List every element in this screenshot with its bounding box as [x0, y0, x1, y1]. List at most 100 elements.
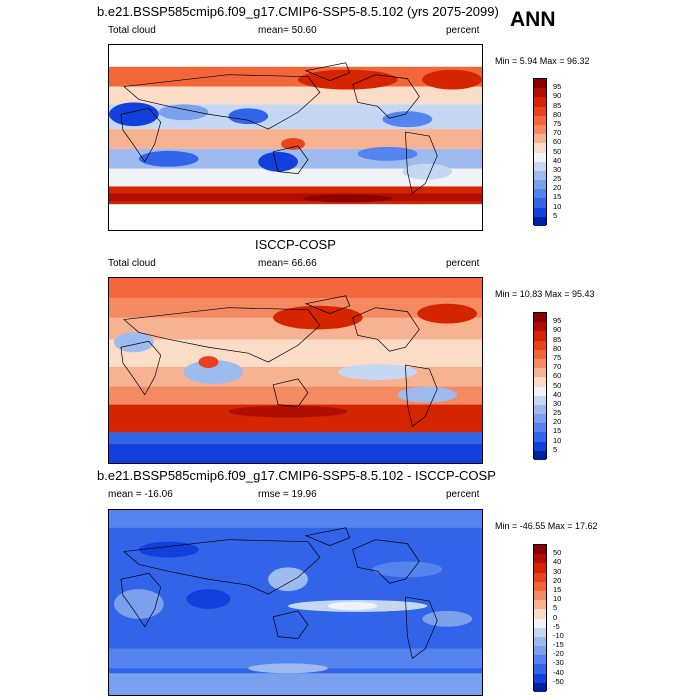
colorbar-tick-label: 20	[553, 183, 562, 193]
colorbar-swatch	[534, 572, 546, 582]
colorbar-tick-label: -20	[553, 649, 564, 659]
colorbar-swatch	[534, 189, 546, 199]
colorbar-tick-label: 50	[553, 380, 562, 390]
colorbar-swatch	[534, 395, 546, 405]
colorbar-swatch	[534, 600, 546, 610]
map-field	[109, 510, 482, 695]
colorbar-swatch	[534, 423, 546, 433]
colorbar-tick-label: 80	[553, 343, 562, 353]
colorbar-tick-label: 25	[553, 408, 562, 418]
min-max-label: Min = -46.55 Max = 17.62	[495, 521, 598, 531]
colorbar	[533, 544, 547, 692]
colorbar-tick-label: 25	[553, 174, 562, 184]
colorbar-swatch	[534, 143, 546, 153]
colorbar-swatch	[534, 673, 546, 683]
units-label: percent	[446, 489, 480, 500]
colorbar-swatch	[534, 450, 546, 460]
colorbar-swatch	[534, 636, 546, 647]
colorbar-tick-label: 60	[553, 137, 562, 147]
colorbar-swatch	[534, 545, 546, 555]
field-label: Total cloud	[108, 25, 156, 36]
colorbar-swatch	[534, 627, 546, 637]
colorbar-swatch	[534, 563, 546, 573]
colorbar-swatch	[534, 340, 546, 350]
colorbar-tick-label: 75	[553, 118, 562, 128]
colorbar-tick-label: 70	[553, 362, 562, 372]
colorbar-tick-label: 10	[553, 201, 562, 211]
colorbar-tick-label: 20	[553, 575, 562, 585]
colorbar-tick-label: 5	[553, 210, 558, 220]
colorbar-swatch	[534, 170, 546, 181]
colorbar-tick-label: 85	[553, 100, 562, 110]
colorbar-tick-label: 90	[553, 325, 562, 335]
map-field	[109, 45, 482, 230]
colorbar-tick-label: 15	[553, 192, 562, 202]
panel-title: b.e21.BSSP585cmip6.f09_g17.CMIP6-SSP5-8.…	[97, 468, 496, 483]
field-label: Total cloud	[108, 258, 156, 269]
colorbar-swatch	[534, 88, 546, 98]
colorbar	[533, 78, 547, 226]
colorbar-swatch	[534, 124, 546, 135]
colorbar-swatch	[534, 590, 546, 601]
colorbar-swatch	[534, 79, 546, 89]
colorbar-tick-label: 40	[553, 557, 562, 567]
colorbar-tick-label: 70	[553, 128, 562, 138]
mean-label: mean= 50.60	[258, 25, 317, 36]
colorbar-tick-label: 30	[553, 164, 562, 174]
colorbar-tick-label: 15	[553, 584, 562, 594]
colorbar-tick-label: 95	[553, 82, 562, 92]
colorbar-swatch	[534, 349, 546, 359]
season-label: ANN	[510, 8, 556, 31]
colorbar-tick-label: 0	[553, 612, 558, 622]
colorbar-tick-label: 40	[553, 155, 562, 165]
colorbar-swatch	[534, 386, 546, 396]
colorbar-swatch	[534, 331, 546, 341]
colorbar-swatch	[534, 161, 546, 171]
colorbar-tick-label: 50	[553, 548, 562, 558]
colorbar-swatch	[534, 313, 546, 323]
difference-map	[108, 509, 483, 696]
colorbar-tick-label: -30	[553, 658, 564, 668]
colorbar-swatch	[534, 646, 546, 656]
colorbar-swatch	[534, 554, 546, 564]
colorbar-tick-label: -40	[553, 667, 564, 677]
rmse-label: rmse = 19.96	[258, 489, 317, 500]
min-max-label: Min = 10.83 Max = 95.43	[495, 289, 595, 299]
colorbar-tick-label: 95	[553, 316, 562, 326]
mean-label: mean= 66.66	[258, 258, 317, 269]
colorbar-tick-label: -10	[553, 630, 564, 640]
colorbar-swatch	[534, 106, 546, 116]
colorbar-swatch	[534, 655, 546, 665]
colorbar-tick-label: 85	[553, 334, 562, 344]
colorbar-tick-label: -15	[553, 640, 564, 650]
colorbar-tick-label: 80	[553, 109, 562, 119]
colorbar-tick-label: 30	[553, 566, 562, 576]
colorbar-tick-label: 75	[553, 352, 562, 362]
colorbar-swatch	[534, 115, 546, 125]
colorbar-tick-label: 5	[553, 603, 558, 613]
cloud-map	[108, 277, 483, 464]
colorbar-swatch	[534, 609, 546, 619]
colorbar-tick-label: 15	[553, 426, 562, 436]
units-label: percent	[446, 25, 480, 36]
colorbar-tick-label: 20	[553, 417, 562, 427]
colorbar-swatch	[534, 97, 546, 107]
colorbar-tick-label: 50	[553, 146, 562, 156]
colorbar-tick-label: 40	[553, 389, 562, 399]
colorbar-swatch	[534, 216, 546, 226]
colorbar-swatch	[534, 414, 546, 424]
colorbar-swatch	[534, 432, 546, 442]
colorbar-tick-label: 90	[553, 91, 562, 101]
colorbar-swatch	[534, 358, 546, 369]
colorbar-swatch	[534, 664, 546, 674]
colorbar-tick-label: 5	[553, 444, 558, 454]
colorbar-swatch	[534, 322, 546, 332]
panel-title: ISCCP-COSP	[255, 237, 336, 252]
units-label: percent	[446, 258, 480, 269]
colorbar-swatch	[534, 682, 546, 692]
colorbar-swatch	[534, 152, 546, 162]
colorbar-swatch	[534, 368, 546, 378]
map-field	[109, 278, 482, 463]
colorbar-tick-label: 30	[553, 398, 562, 408]
colorbar-swatch	[534, 180, 546, 190]
